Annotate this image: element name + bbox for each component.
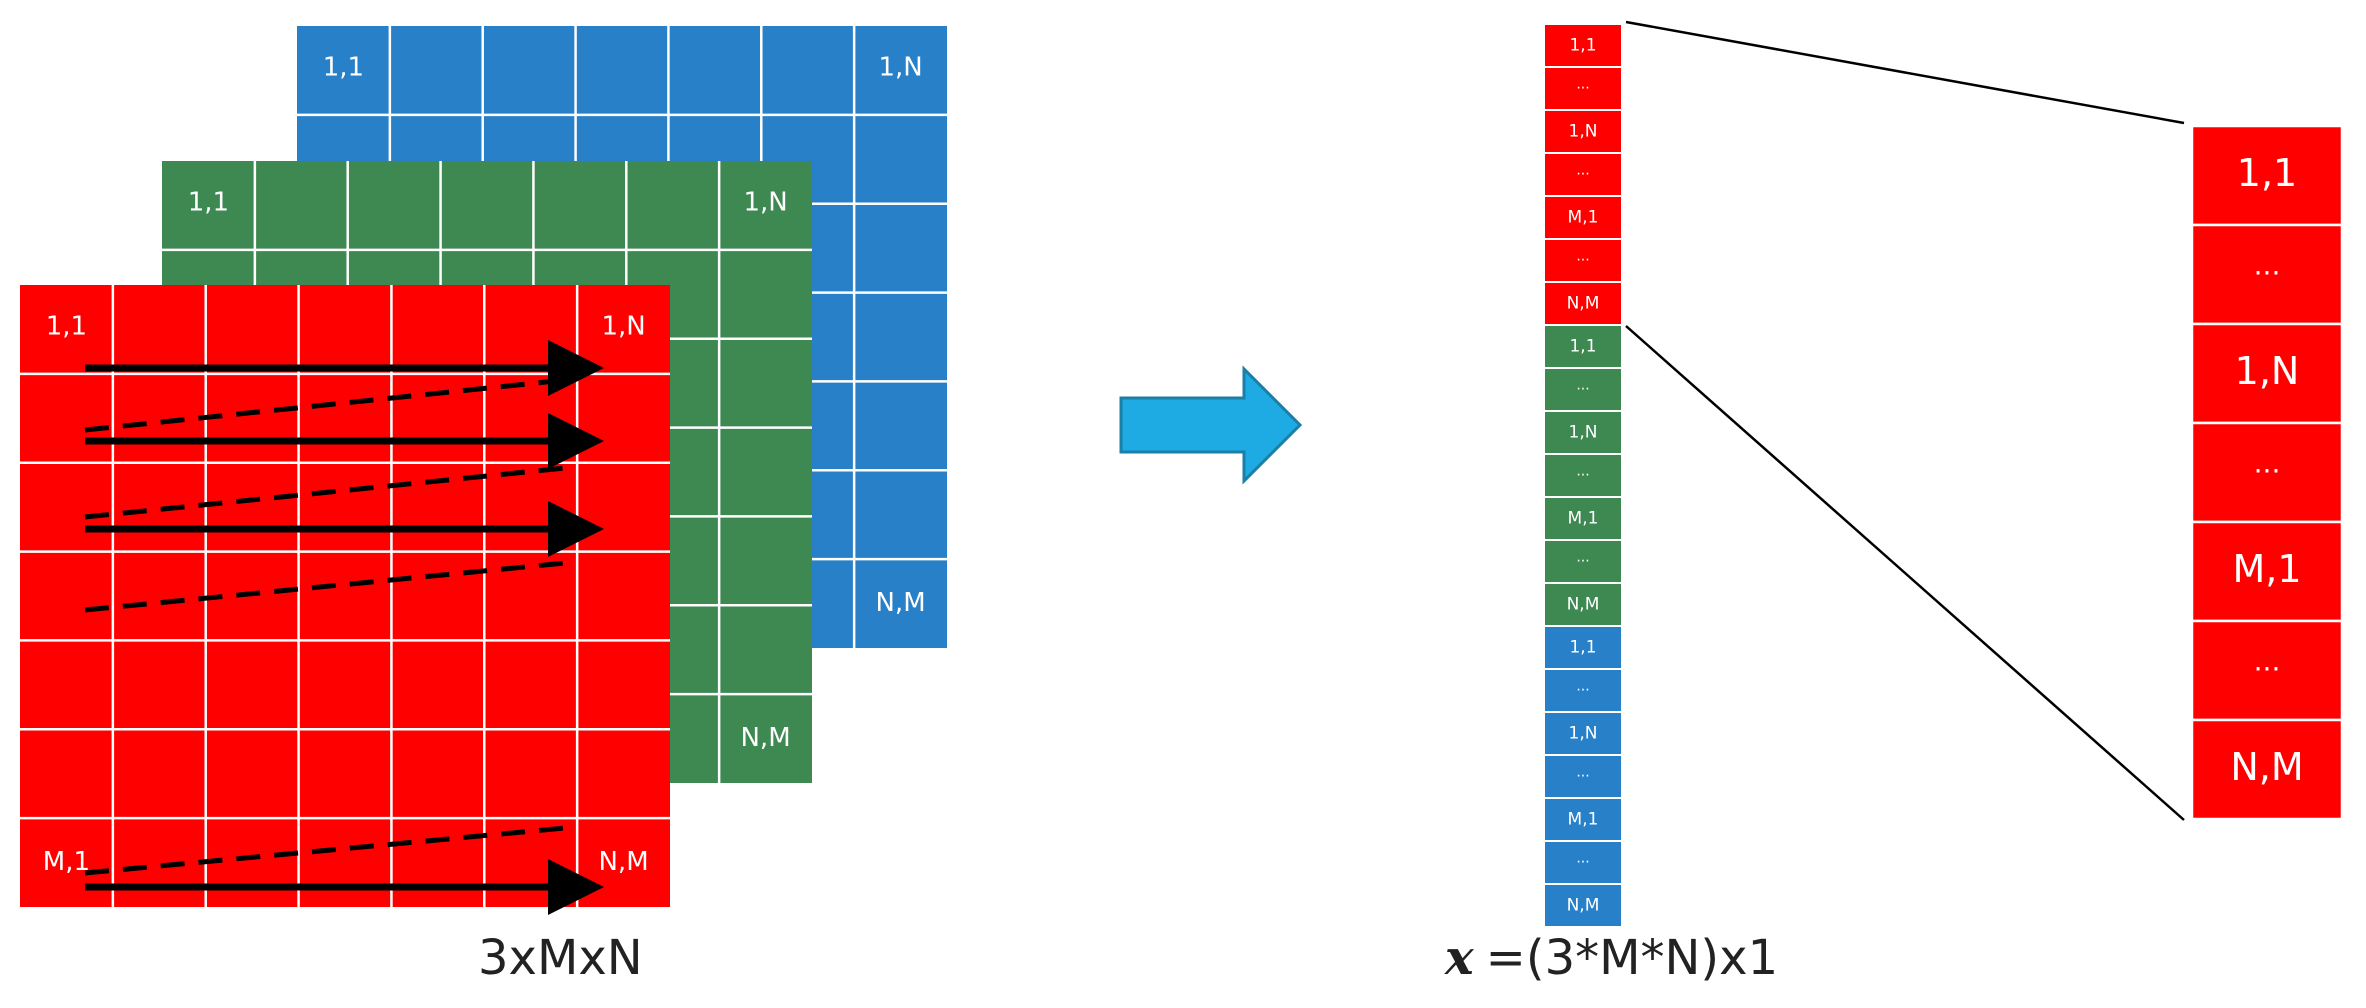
blue-cell-label-top-left: 1,1 (323, 52, 364, 82)
vector-cell-label: M,1 (1568, 208, 1599, 228)
vector-cell (1543, 883, 1623, 928)
vector-shape-text: =(3*M*N)x1 (1485, 930, 1779, 986)
vector-cell (1543, 496, 1623, 541)
vector-cell (1543, 453, 1623, 498)
red-channel-grid: 1,1 1,N M,1 N,M (20, 285, 670, 907)
vector-cell-label: ... (1576, 77, 1589, 93)
zoom-cell (2190, 619, 2344, 722)
zoom-cell-label: N,M (2230, 745, 2303, 789)
vector-cell (1543, 797, 1623, 842)
vector-cell (1543, 367, 1623, 412)
vector-cell-label: 1,1 (1569, 36, 1596, 56)
vector-cell-label: ... (1576, 163, 1589, 179)
zoom-connector-lines (1625, 20, 2185, 821)
vector-cell (1543, 66, 1623, 111)
vector-cell-label: N,M (1567, 896, 1600, 916)
blue-vector-segment: 1,1... 1,N... M,1... N,M (1543, 625, 1623, 928)
red-cell-label-bottom-right: N,M (598, 847, 648, 877)
vector-cell-label: N,M (1567, 595, 1600, 615)
input-shape-caption: 3xMxN (478, 930, 643, 986)
zoom-cell-label: ... (2254, 249, 2281, 282)
scan-return-line (84, 377, 566, 433)
vector-cell-label: 1,1 (1569, 337, 1596, 357)
vector-cell-label: M,1 (1568, 509, 1599, 529)
zoom-cell-label: 1,N (2235, 349, 2300, 393)
scan-return-line (84, 560, 566, 613)
zoom-cell (2190, 718, 2344, 821)
zoom-cell (2190, 322, 2344, 425)
green-cell-label-top-right: 1,N (743, 187, 787, 217)
vector-cell (1543, 625, 1623, 670)
vector-cell-label: ... (1576, 378, 1589, 394)
vector-cell-label: 1,N (1569, 423, 1598, 443)
red-vector-segment: 1,1... 1,N... M,1... N,M (1543, 23, 1623, 326)
scan-return-line (84, 465, 566, 520)
vector-cell (1543, 23, 1623, 68)
vector-cell-label: 1,1 (1569, 638, 1596, 658)
zoom-cell-label: ... (2254, 645, 2281, 678)
vector-cell-label: ... (1576, 464, 1589, 480)
vector-shape-caption: x =(3*M*N)x1 (1445, 930, 1778, 986)
zoom-cell (2190, 520, 2344, 623)
vector-cell (1543, 711, 1623, 756)
scan-return-line (84, 825, 566, 876)
vector-cell-label: 1,N (1569, 122, 1598, 142)
vector-cell (1543, 195, 1623, 240)
zoom-line-top (1625, 20, 2185, 125)
vector-cell-label: ... (1576, 550, 1589, 566)
vector-cell-label: ... (1576, 249, 1589, 265)
vector-cell (1543, 324, 1623, 369)
zoom-cell-label: 1,1 (2237, 151, 2297, 195)
zoomed-red-segment: 1,1... 1,N... M,1... N,M (2190, 124, 2344, 821)
blue-cell-label-bottom-right: N,M (875, 588, 925, 618)
vector-symbol: x (1445, 930, 1474, 986)
vector-cell-label: ... (1576, 765, 1589, 781)
green-cell-label-bottom-right: N,M (740, 723, 790, 753)
red-cell-label-top-right: 1,N (601, 311, 645, 341)
scan-order-lines (84, 340, 604, 915)
vector-cell (1543, 238, 1623, 283)
vector-cell (1543, 539, 1623, 584)
vector-cell (1543, 109, 1623, 154)
vector-cell-label: N,M (1567, 294, 1600, 314)
vector-cell (1543, 152, 1623, 197)
zoom-cell (2190, 421, 2344, 524)
zoom-cell-label: ... (2254, 447, 2281, 480)
red-channel-background (20, 285, 670, 907)
vector-cell (1543, 410, 1623, 455)
blue-cell-label-top-right: 1,N (878, 52, 922, 82)
red-cell-label-bottom-left: M,1 (43, 847, 90, 877)
green-vector-segment: 1,1... 1,N... M,1... N,M (1543, 324, 1623, 627)
zoom-cell-label: M,1 (2232, 547, 2301, 591)
green-cell-label-top-left: 1,1 (188, 187, 229, 217)
vector-cell-label: 1,N (1569, 724, 1598, 744)
flatten-arrow-icon (1119, 365, 1303, 485)
vector-cell-label: ... (1576, 851, 1589, 867)
vector-cell-label: ... (1576, 679, 1589, 695)
vector-cell-label: M,1 (1568, 810, 1599, 830)
red-cell-label-top-left: 1,1 (46, 311, 87, 341)
zoom-line-bottom (1625, 325, 2185, 821)
zoom-cell (2190, 223, 2344, 326)
